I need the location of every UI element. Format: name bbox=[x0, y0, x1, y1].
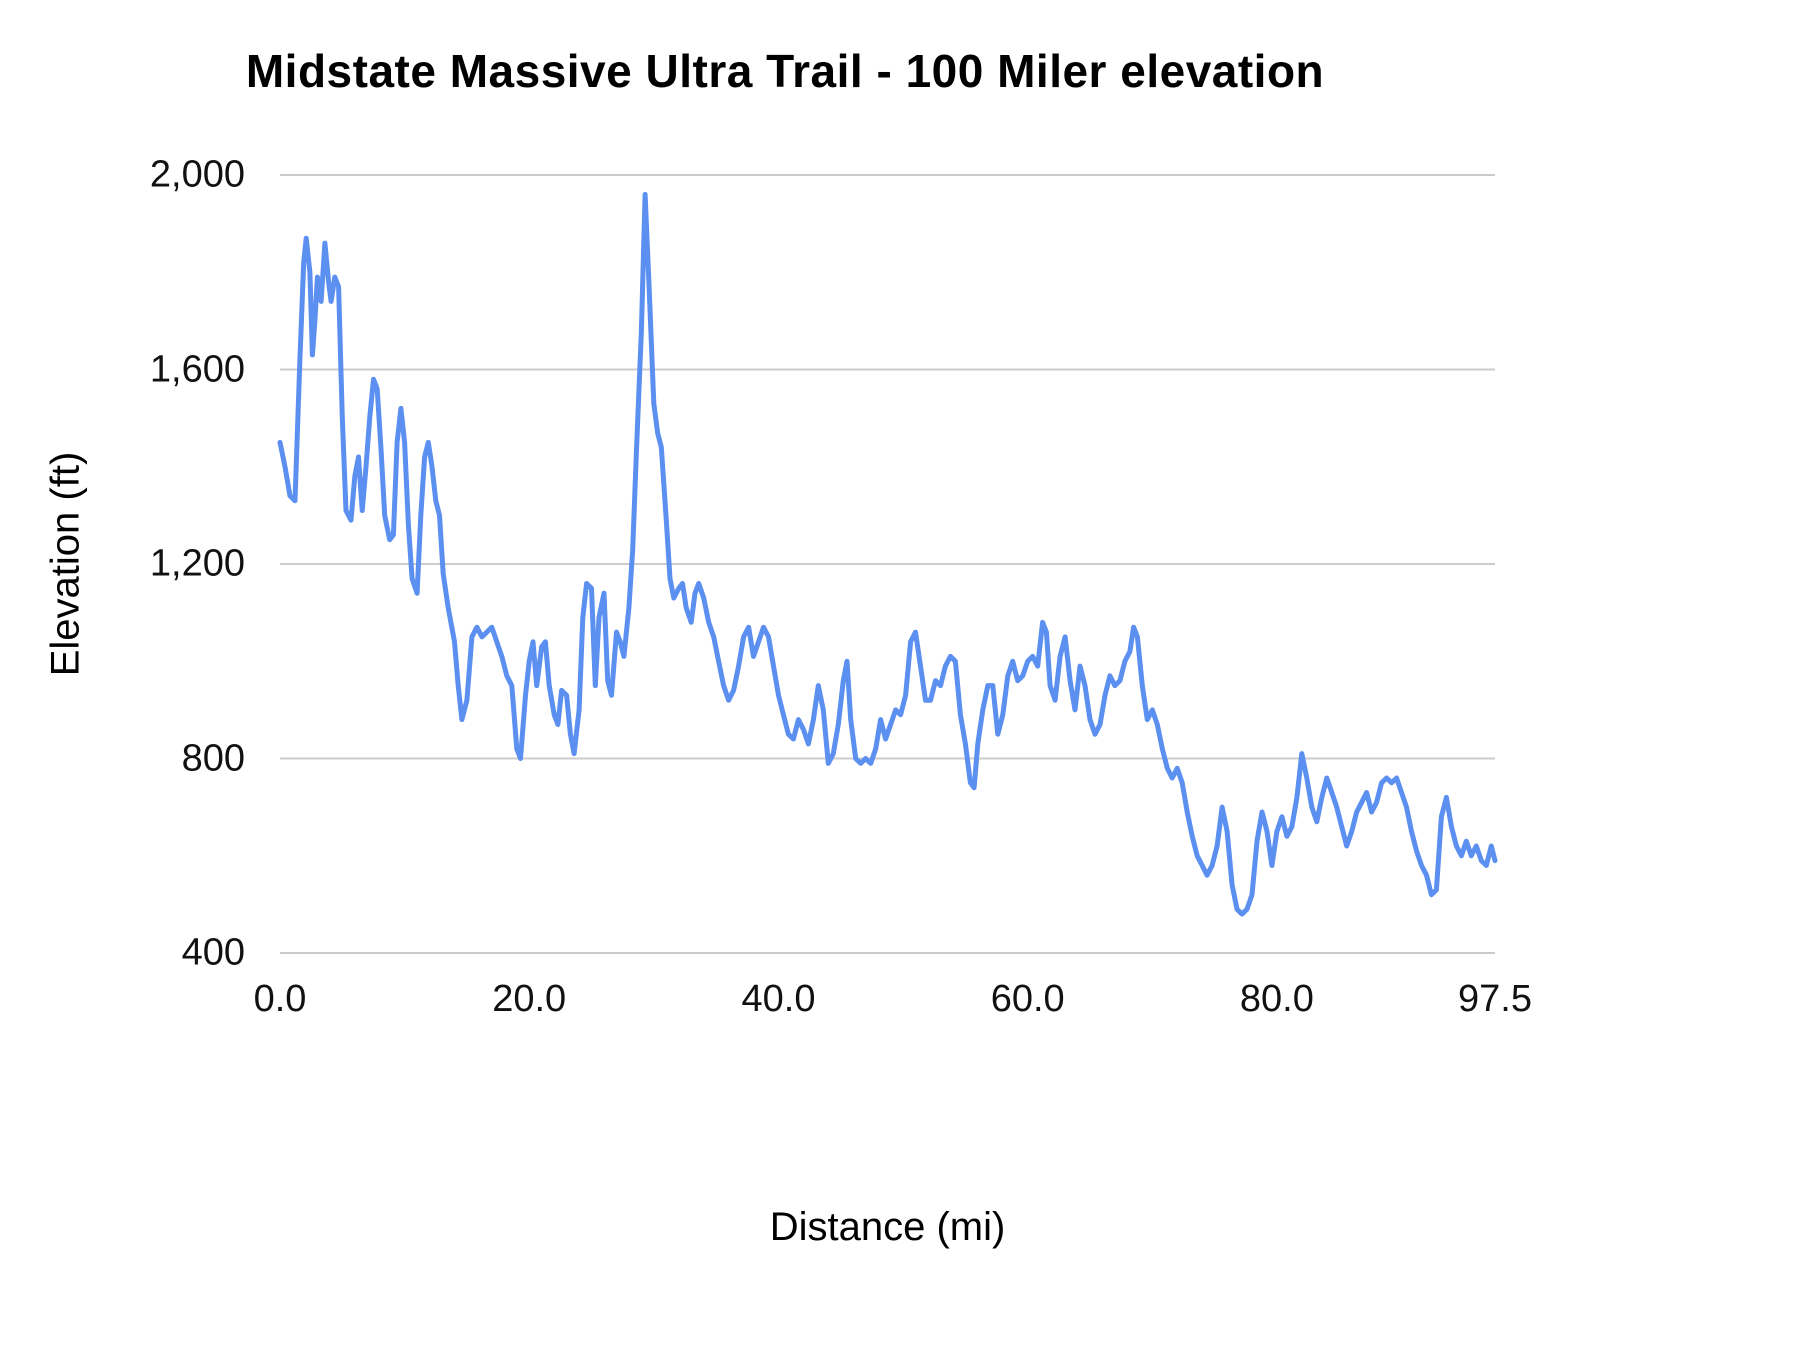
x-tick-label: 97.5 bbox=[1458, 978, 1532, 1020]
x-tick-label: 60.0 bbox=[990, 978, 1065, 1020]
chart-title: Midstate Massive Ultra Trail - 100 Miler… bbox=[245, 45, 1325, 97]
y-tick-label: 400 bbox=[181, 931, 245, 974]
elevation-series-line bbox=[277, 192, 1498, 917]
x-tick-label: 0.0 bbox=[253, 978, 307, 1020]
elevation-line-chart bbox=[277, 174, 1498, 954]
x-tick-label: 80.0 bbox=[1239, 978, 1314, 1020]
x-tick-label: 40.0 bbox=[741, 978, 816, 1020]
y-axis-tick-labels: 2,000 1,600 1,200 800 400 bbox=[0, 154, 245, 974]
x-axis-tick-labels: 0.0 20.0 40.0 60.0 80.0 97.5 bbox=[254, 978, 1532, 1038]
x-tick-label: 20.0 bbox=[492, 978, 567, 1020]
y-tick-label: 800 bbox=[181, 737, 245, 779]
y-tick-label: 2,000 bbox=[149, 153, 245, 196]
y-tick-label: 1,200 bbox=[149, 542, 245, 585]
x-axis-title: Distance (mi) bbox=[769, 1205, 1006, 1249]
y-tick-label: 1,600 bbox=[149, 348, 245, 390]
plot-area bbox=[277, 174, 1498, 954]
